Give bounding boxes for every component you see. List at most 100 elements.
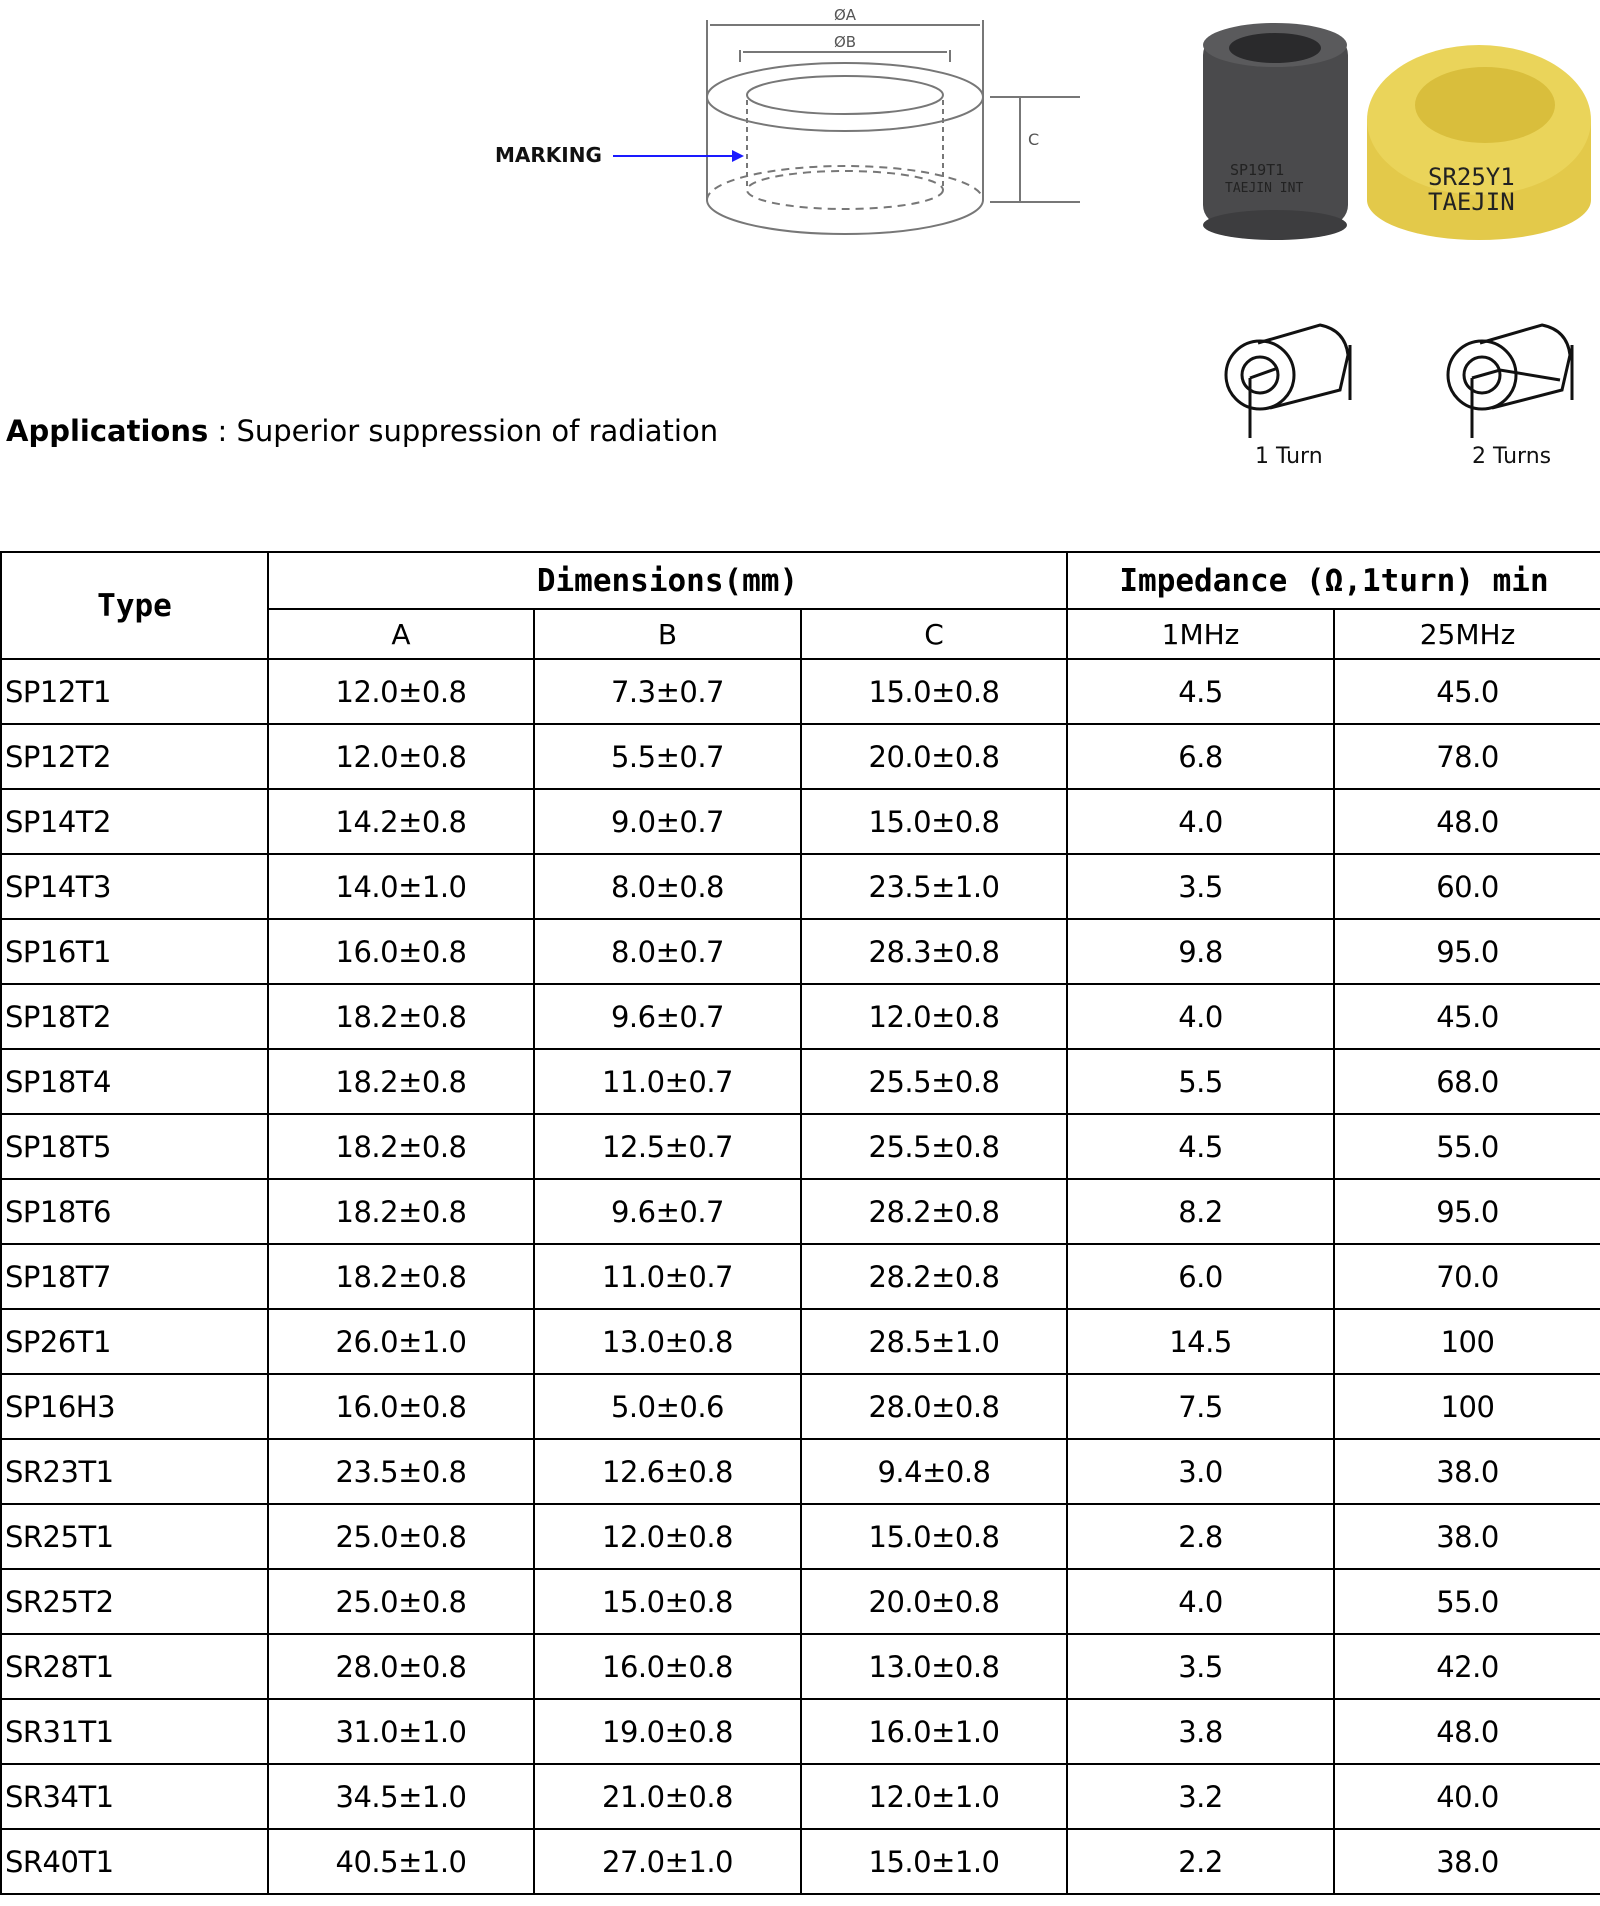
cell-dim-c: 15.0±0.8 xyxy=(800,1503,1068,1570)
cell-dim-c: 28.3±0.8 xyxy=(800,918,1068,985)
cell-impedance-1mhz: 2.8 xyxy=(1066,1503,1335,1570)
table-row: SP14T3 14.0±1.0 8.0±0.8 23.5±1.0 3.5 60.0 xyxy=(0,853,1600,920)
label-diameter-a: ØA xyxy=(834,6,857,24)
cell-impedance-25mhz: 55.0 xyxy=(1332,1113,1600,1180)
table-row: SP12T2 12.0±0.8 5.5±0.7 20.0±0.8 6.8 78.0 xyxy=(0,723,1600,790)
cell-impedance-25mhz: 42.0 xyxy=(1332,1633,1600,1700)
core-photo-yellow: SR25Y1 TAEJIN xyxy=(1367,45,1591,240)
header-type: Type xyxy=(0,551,269,660)
cell-impedance-25mhz: 40.0 xyxy=(1332,1763,1600,1830)
cell-type: SP18T4 xyxy=(0,1048,269,1115)
table-row: SP18T7 18.2±0.8 11.0±0.7 28.2±0.8 6.0 70.0 xyxy=(0,1243,1600,1310)
header-dimensions: Dimensions(mm) xyxy=(267,551,1068,610)
cell-type: SP18T2 xyxy=(0,983,269,1050)
cell-dim-a: 28.0±0.8 xyxy=(267,1633,535,1700)
cell-dim-b: 5.0±0.6 xyxy=(533,1373,802,1440)
cell-dim-b: 13.0±0.8 xyxy=(533,1308,802,1375)
cell-dim-b: 11.0±0.7 xyxy=(533,1243,802,1310)
cell-impedance-1mhz: 5.5 xyxy=(1066,1048,1335,1115)
table-row: SR28T1 28.0±0.8 16.0±0.8 13.0±0.8 3.5 42.0 xyxy=(0,1633,1600,1700)
cell-impedance-1mhz: 3.0 xyxy=(1066,1438,1335,1505)
cell-impedance-1mhz: 8.2 xyxy=(1066,1178,1335,1245)
table-row: SR23T1 23.5±0.8 12.6±0.8 9.4±0.8 3.0 38.0 xyxy=(0,1438,1600,1505)
cell-impedance-1mhz: 9.8 xyxy=(1066,918,1335,985)
header-b: B xyxy=(533,608,802,660)
cell-dim-c: 20.0±0.8 xyxy=(800,1568,1068,1635)
cell-dim-a: 18.2±0.8 xyxy=(267,1243,535,1310)
cell-impedance-1mhz: 4.5 xyxy=(1066,658,1335,725)
cell-type: SP18T5 xyxy=(0,1113,269,1180)
cell-dim-a: 16.0±0.8 xyxy=(267,918,535,985)
cell-type: SP14T2 xyxy=(0,788,269,855)
cell-dim-c: 28.0±0.8 xyxy=(800,1373,1068,1440)
cell-impedance-1mhz: 14.5 xyxy=(1066,1308,1335,1375)
marking-arrow-head xyxy=(732,150,744,162)
cell-type: SP12T2 xyxy=(0,723,269,790)
table-row: SP18T5 18.2±0.8 12.5±0.7 25.5±0.8 4.5 55.0 xyxy=(0,1113,1600,1180)
cell-impedance-1mhz: 3.8 xyxy=(1066,1698,1335,1765)
core-dimension-diagram: ØA ØB C MARKING xyxy=(495,6,1080,235)
cell-dim-a: 12.0±0.8 xyxy=(267,723,535,790)
applications-label: Applications xyxy=(6,414,209,448)
cell-dim-c: 23.5±1.0 xyxy=(800,853,1068,920)
cell-impedance-1mhz: 3.5 xyxy=(1066,853,1335,920)
two-turns-label: 2 Turns xyxy=(1472,444,1551,469)
cell-dim-a: 14.0±1.0 xyxy=(267,853,535,920)
cell-dim-b: 8.0±0.7 xyxy=(533,918,802,985)
cell-type: SR25T2 xyxy=(0,1568,269,1635)
svg-text:SR25Y1: SR25Y1 xyxy=(1428,163,1515,191)
cell-dim-a: 26.0±1.0 xyxy=(267,1308,535,1375)
cell-impedance-1mhz: 3.5 xyxy=(1066,1633,1335,1700)
cell-impedance-1mhz: 7.5 xyxy=(1066,1373,1335,1440)
table-row: SR25T1 25.0±0.8 12.0±0.8 15.0±0.8 2.8 38.0 xyxy=(0,1503,1600,1570)
cell-dim-c: 9.4±0.8 xyxy=(800,1438,1068,1505)
cell-dim-a: 25.0±0.8 xyxy=(267,1568,535,1635)
cell-type: SP26T1 xyxy=(0,1308,269,1375)
cell-type: SR28T1 xyxy=(0,1633,269,1700)
cell-impedance-1mhz: 6.0 xyxy=(1066,1243,1335,1310)
table-row: SP18T4 18.2±0.8 11.0±0.7 25.5±0.8 5.5 68.0 xyxy=(0,1048,1600,1115)
table-row: SR34T1 34.5±1.0 21.0±0.8 12.0±1.0 3.2 40.0 xyxy=(0,1763,1600,1830)
cell-impedance-25mhz: 100 xyxy=(1332,1308,1600,1375)
svg-text:TAEJIN INT: TAEJIN INT xyxy=(1225,181,1303,196)
cell-impedance-25mhz: 48.0 xyxy=(1332,788,1600,855)
cell-type: SP18T6 xyxy=(0,1178,269,1245)
cell-impedance-25mhz: 78.0 xyxy=(1332,723,1600,790)
cell-type: SP16T1 xyxy=(0,918,269,985)
applications-separator: : xyxy=(208,414,237,448)
table-row: SP26T1 26.0±1.0 13.0±0.8 28.5±1.0 14.5 100 xyxy=(0,1308,1600,1375)
cell-type: SR25T1 xyxy=(0,1503,269,1570)
cell-impedance-25mhz: 55.0 xyxy=(1332,1568,1600,1635)
spec-table: Type Dimensions(mm) Impedance (Ω,1turn) … xyxy=(0,551,1600,1895)
cell-dim-a: 40.5±1.0 xyxy=(267,1828,535,1895)
cell-dim-c: 28.5±1.0 xyxy=(800,1308,1068,1375)
header-c: C xyxy=(800,608,1068,660)
table-row: SR40T1 40.5±1.0 27.0±1.0 15.0±1.0 2.2 38.0 xyxy=(0,1828,1600,1895)
cell-impedance-1mhz: 4.5 xyxy=(1066,1113,1335,1180)
cell-dim-b: 7.3±0.7 xyxy=(533,658,802,725)
cell-dim-b: 12.6±0.8 xyxy=(533,1438,802,1505)
cell-impedance-1mhz: 4.0 xyxy=(1066,983,1335,1050)
cell-impedance-25mhz: 70.0 xyxy=(1332,1243,1600,1310)
cell-dim-c: 20.0±0.8 xyxy=(800,723,1068,790)
cell-impedance-25mhz: 45.0 xyxy=(1332,658,1600,725)
label-height-c: C xyxy=(1028,130,1039,149)
cell-impedance-1mhz: 4.0 xyxy=(1066,788,1335,855)
cell-dim-a: 14.2±0.8 xyxy=(267,788,535,855)
table-row: SR31T1 31.0±1.0 19.0±0.8 16.0±1.0 3.8 48.0 xyxy=(0,1698,1600,1765)
cell-type: SP14T3 xyxy=(0,853,269,920)
cell-impedance-25mhz: 38.0 xyxy=(1332,1828,1600,1895)
cell-dim-b: 9.0±0.7 xyxy=(533,788,802,855)
table-row: SP12T1 12.0±0.8 7.3±0.7 15.0±0.8 4.5 45.0 xyxy=(0,658,1600,725)
cell-impedance-1mhz: 3.2 xyxy=(1066,1763,1335,1830)
cell-dim-a: 34.5±1.0 xyxy=(267,1763,535,1830)
turn-illustrations: 1 Turn 2 Turns xyxy=(1224,323,1574,469)
cell-dim-b: 9.6±0.7 xyxy=(533,1178,802,1245)
cell-impedance-25mhz: 68.0 xyxy=(1332,1048,1600,1115)
cell-dim-b: 5.5±0.7 xyxy=(533,723,802,790)
table-row: SP16T1 16.0±0.8 8.0±0.7 28.3±0.8 9.8 95.0 xyxy=(0,918,1600,985)
core-photo-dark: SP19T1 TAEJIN INT xyxy=(1203,23,1348,240)
cell-dim-b: 19.0±0.8 xyxy=(533,1698,802,1765)
one-turn-icon xyxy=(1224,323,1352,438)
cell-impedance-25mhz: 38.0 xyxy=(1332,1438,1600,1505)
